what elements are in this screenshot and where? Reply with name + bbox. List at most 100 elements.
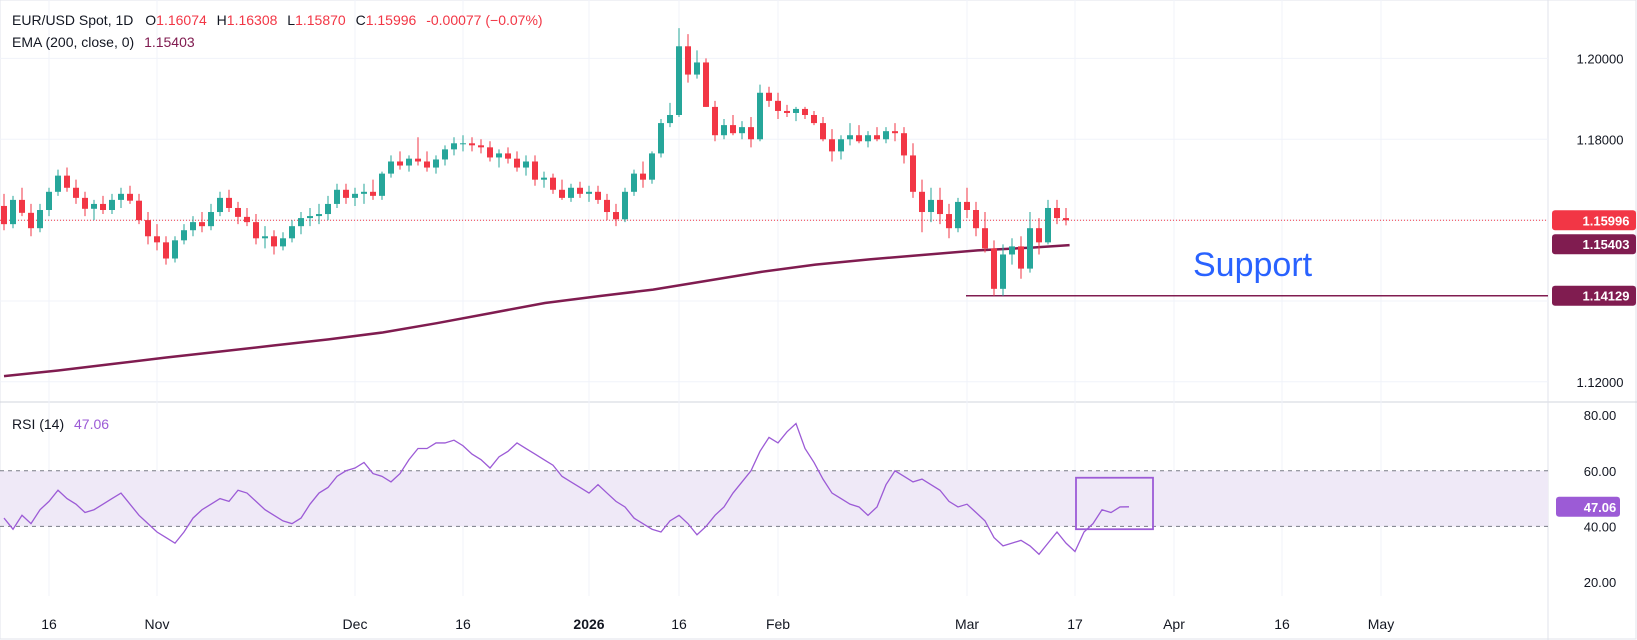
- rsi-header: RSI (14) 47.06: [12, 416, 109, 432]
- rsi-badge: [1556, 496, 1620, 517]
- candle-up: [379, 173, 385, 196]
- rsi-tick-label: 20.00: [1584, 575, 1617, 590]
- price-badge-label: 1.14129: [1583, 289, 1630, 304]
- candle-up: [586, 191, 592, 194]
- candle-up: [721, 125, 727, 136]
- ema-value: 1.15403: [144, 34, 195, 50]
- ema-label: EMA (200, close, 0): [12, 34, 135, 50]
- time-tick-label: Dec: [343, 616, 368, 632]
- candle-down: [82, 197, 88, 209]
- price-pane[interactable]: Support: [0, 28, 1548, 378]
- candle-up: [622, 191, 628, 220]
- candle-down: [919, 191, 925, 213]
- candle-down: [514, 158, 520, 168]
- candle-down: [478, 145, 484, 148]
- candle-down: [937, 199, 943, 215]
- ema-header: EMA (200, close, 0) 1.15403: [12, 34, 195, 50]
- time-tick-label: 2026: [573, 616, 604, 632]
- candle-up: [181, 230, 187, 241]
- candle-down: [64, 175, 70, 188]
- candle-up: [955, 201, 961, 229]
- candle-down: [235, 207, 241, 217]
- candle-up: [217, 197, 223, 213]
- rsi-tick-label: 80.00: [1584, 408, 1617, 423]
- candle-down: [127, 193, 133, 201]
- candle-down: [397, 161, 403, 166]
- candle-up: [406, 158, 412, 166]
- candle-up: [460, 143, 466, 145]
- ohlc-open: O1.16074: [145, 12, 207, 28]
- candle-up: [307, 216, 313, 219]
- candle-up: [694, 62, 700, 75]
- ohlc-low: L1.15870: [287, 12, 346, 28]
- candle-down: [226, 197, 232, 208]
- candle-down: [829, 139, 835, 152]
- symbol-header: EUR/USD Spot, 1D O1.16074 H1.16308 L1.15…: [12, 12, 543, 28]
- candle-up: [865, 135, 871, 142]
- price-change: -0.00077 (−0.07%): [426, 12, 543, 28]
- candle-up: [739, 127, 745, 134]
- candle-down: [802, 108, 808, 115]
- rsi-pane[interactable]: [0, 422, 1548, 556]
- candle-up: [442, 149, 448, 160]
- candle-down: [550, 177, 556, 190]
- candle-up: [928, 199, 934, 213]
- candle-up: [568, 187, 574, 198]
- candle-up: [10, 199, 16, 225]
- candle-down: [370, 191, 376, 196]
- candle-down: [901, 133, 907, 156]
- time-tick-label: 16: [1274, 616, 1290, 632]
- candle-up: [208, 212, 214, 227]
- candle-up: [1000, 254, 1006, 289]
- candle-up: [496, 153, 502, 158]
- time-tick-label: 16: [41, 616, 57, 632]
- candle-up: [37, 210, 43, 229]
- candle-up: [352, 193, 358, 198]
- candle-down: [487, 147, 493, 158]
- candle-down: [424, 161, 430, 168]
- rsi-badge-label: 47.06: [1584, 500, 1617, 515]
- candle-down: [982, 228, 988, 249]
- candle-down: [271, 236, 277, 247]
- candle-down: [145, 220, 151, 237]
- candle-up: [838, 139, 844, 152]
- candle-down: [856, 135, 862, 142]
- ohlc-close: C1.15996: [355, 12, 417, 28]
- candle-down: [1018, 246, 1024, 269]
- candle-down: [559, 189, 565, 198]
- support-annotation: Support: [1193, 246, 1313, 284]
- candle-up: [289, 226, 295, 239]
- price-tick-label: 1.20000: [1577, 51, 1624, 66]
- time-tick-label: Apr: [1163, 616, 1185, 632]
- rsi-tick-label: 40.00: [1584, 519, 1617, 534]
- candle-up: [847, 135, 853, 140]
- price-tick-label: 1.18000: [1577, 132, 1624, 147]
- candle-down: [19, 199, 25, 213]
- rsi-tick-label: 60.00: [1584, 464, 1617, 479]
- rsi-highlight-box: [1075, 476, 1154, 531]
- axes: 1.20000 1.18000 1.12000 16 Nov Dec 16 2026 16 Feb…: [41, 51, 1636, 632]
- candle-up: [757, 92, 763, 140]
- price-badge: [1552, 234, 1636, 255]
- candle-down: [973, 210, 979, 229]
- candle-down: [712, 106, 718, 136]
- candle-down: [991, 248, 997, 289]
- rsi-band: [0, 470, 1548, 527]
- candle-up: [280, 238, 286, 247]
- candle-down: [892, 131, 898, 134]
- candle-up: [361, 191, 367, 194]
- candle-down: [199, 222, 205, 227]
- price-badge: [1552, 210, 1636, 231]
- candle-up: [298, 218, 304, 227]
- price-tick-label: 1.12000: [1577, 375, 1624, 390]
- time-tick-label: Feb: [766, 616, 790, 632]
- candle-up: [334, 189, 340, 204]
- candle-down: [505, 153, 511, 159]
- candle-down: [1054, 207, 1060, 219]
- candle-down: [946, 214, 952, 229]
- candle-down: [604, 199, 610, 213]
- candle-down: [910, 155, 916, 192]
- price-badge-label: 1.15996: [1583, 213, 1630, 228]
